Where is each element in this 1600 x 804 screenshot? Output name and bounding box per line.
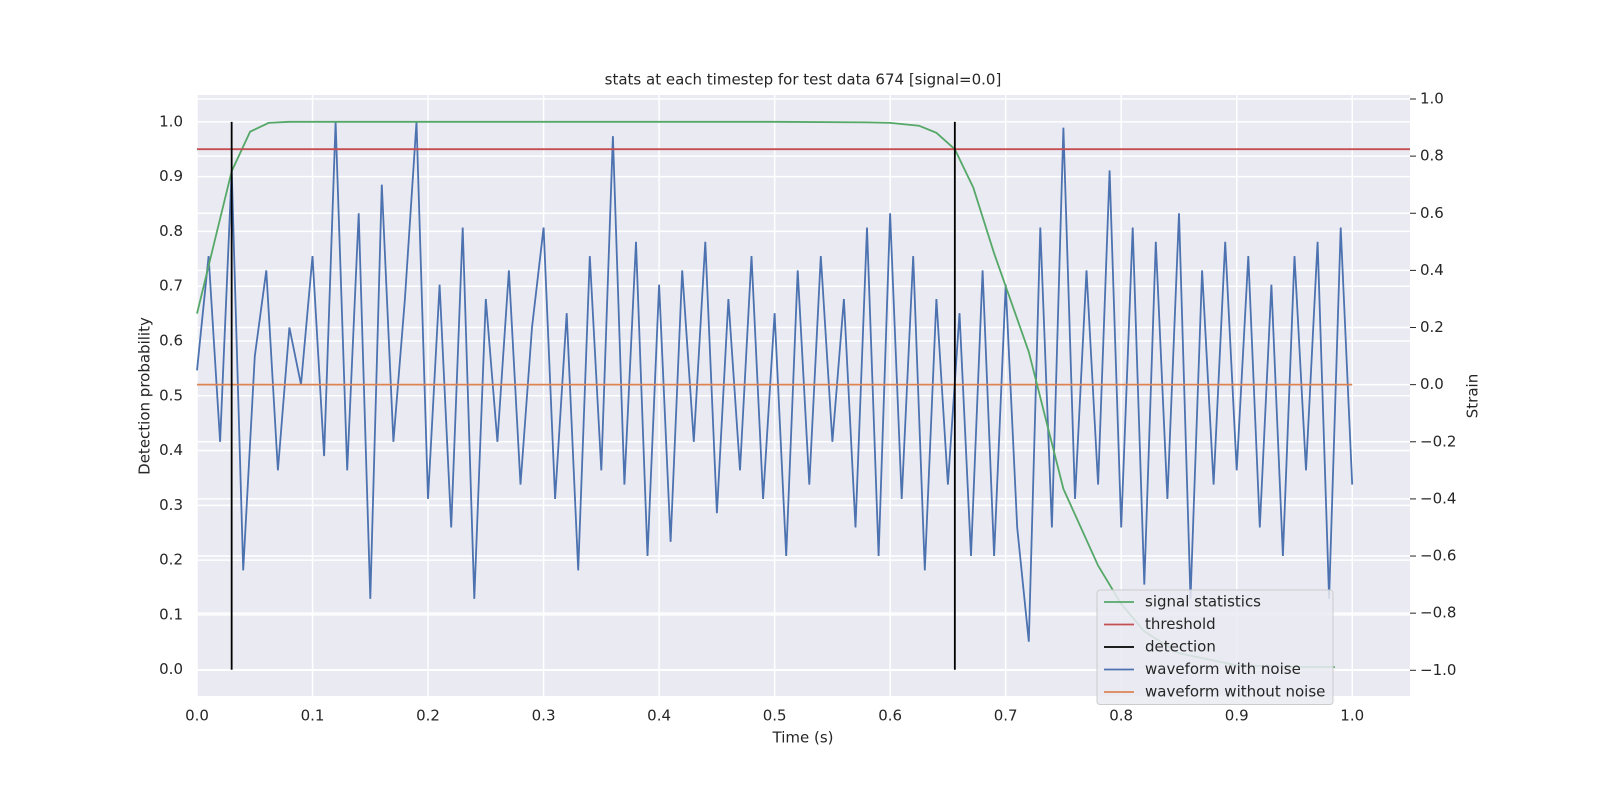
x-tick-label: 0.6 <box>878 707 902 725</box>
y2-tick-label: 0.2 <box>1420 318 1444 336</box>
chart-title: stats at each timestep for test data 674… <box>605 71 1002 89</box>
y2-tick-label: −0.8 <box>1420 604 1456 622</box>
y2-tick-label: 0.0 <box>1420 375 1444 393</box>
y-axis-label: Detection probability <box>136 317 154 475</box>
y2-tick-label: −0.2 <box>1420 432 1456 450</box>
y-tick-label: 0.4 <box>159 441 183 459</box>
y2-tick-label: −0.6 <box>1420 547 1456 565</box>
x-tick-label: 0.0 <box>185 707 209 725</box>
y-tick-label: 0.7 <box>159 277 183 295</box>
y-tick-label: 1.0 <box>159 112 183 130</box>
y-tick-label: 0.0 <box>159 660 183 678</box>
x-tick-label: 0.7 <box>994 707 1018 725</box>
legend-label: waveform with noise <box>1145 660 1301 678</box>
legend-label: detection <box>1145 638 1216 656</box>
y-tick-label: 0.8 <box>159 222 183 240</box>
y-tick-label: 0.5 <box>159 386 183 404</box>
y-tick-label: 0.1 <box>159 605 183 623</box>
legend-label: signal statistics <box>1145 593 1261 611</box>
y2-tick-label: −1.0 <box>1420 661 1456 679</box>
y2-tick-label: 0.8 <box>1420 147 1444 165</box>
x-tick-label: 0.3 <box>532 707 556 725</box>
x-axis-label: Time (s) <box>772 729 834 747</box>
y-tick-label: 0.6 <box>159 331 183 349</box>
x-tick-label: 1.0 <box>1340 707 1364 725</box>
y2-tick-label: 0.4 <box>1420 261 1444 279</box>
x-tick-label: 0.5 <box>763 707 787 725</box>
y2-tick-label: 1.0 <box>1420 89 1444 107</box>
legend-label: waveform without noise <box>1145 683 1325 701</box>
y2-axis-label: Strain <box>1464 374 1482 418</box>
x-tick-label: 0.2 <box>416 707 440 725</box>
x-tick-label: 0.1 <box>301 707 325 725</box>
y-tick-label: 0.9 <box>159 167 183 185</box>
y-tick-label: 0.3 <box>159 496 183 514</box>
y2-tick-label: −0.4 <box>1420 489 1456 507</box>
y2-tick-label: 0.6 <box>1420 204 1444 222</box>
y-tick-label: 0.2 <box>159 551 183 569</box>
x-tick-label: 0.4 <box>647 707 671 725</box>
x-tick-label: 0.9 <box>1225 707 1249 725</box>
legend-box <box>1096 589 1334 705</box>
legend-label: threshold <box>1145 615 1216 633</box>
x-tick-label: 0.8 <box>1109 707 1133 725</box>
series-line <box>196 121 1354 642</box>
